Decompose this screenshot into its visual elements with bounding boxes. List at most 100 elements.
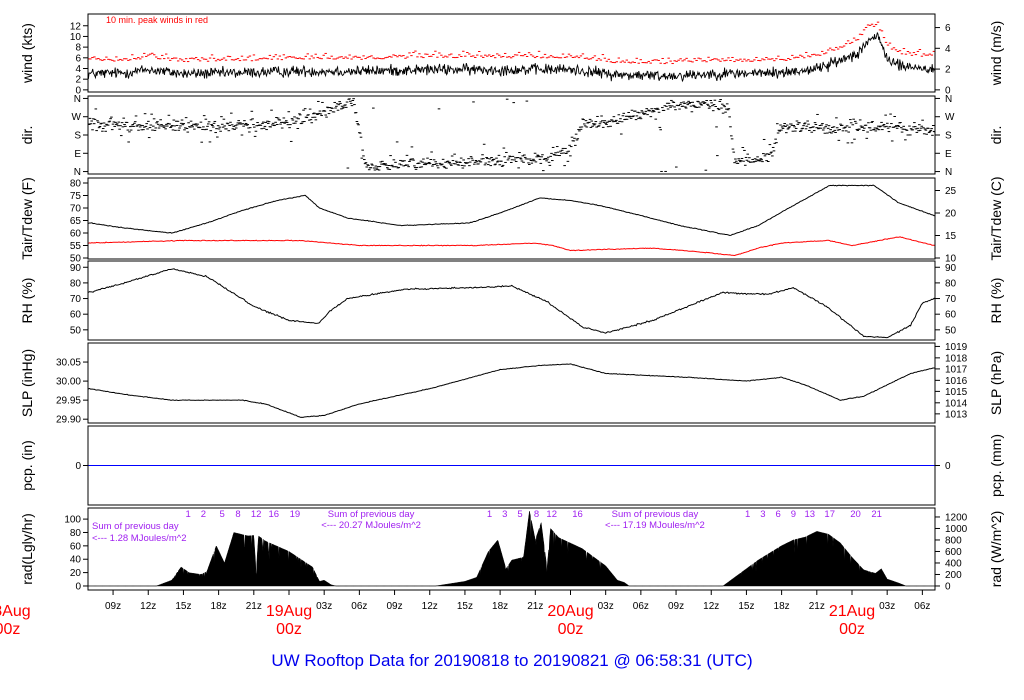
y-tick-label-right: 50 (945, 325, 957, 336)
panel-frame (87, 13, 936, 93)
panel-frame (87, 177, 936, 260)
y-tick-label-right: N (945, 94, 952, 105)
date-label: 20Aug (547, 603, 593, 620)
hour-marker: 16 (572, 509, 583, 520)
hour-marker: 5 (517, 509, 522, 520)
series-group (88, 268, 935, 339)
x-tick-label: 21z (527, 601, 543, 612)
series-group (88, 21, 935, 83)
y-axis-label-right: RH (%) (988, 278, 1004, 324)
panel-slp (83, 342, 940, 424)
x-tick-label: 09z (386, 601, 402, 612)
y-axis-label: RH (%) (19, 278, 35, 324)
hour-marker: 1 (745, 509, 750, 520)
y-tick-label: 55 (70, 241, 82, 252)
y-axis-label: dir. (19, 126, 35, 145)
daily-sum-label: Sum of previous day (612, 509, 699, 520)
panel-temp (83, 177, 940, 260)
y-tick-label-right: 90 (945, 263, 957, 274)
hour-marker: 21 (871, 509, 882, 520)
y-tick-label: W (72, 112, 82, 123)
x-tick-label: 18z (774, 601, 790, 612)
x-tick-label: 03z (598, 601, 614, 612)
y-tick-label: 80 (70, 179, 82, 190)
panel-wind (83, 13, 940, 93)
date-label: 18Aug (0, 603, 31, 620)
y-axis-label-right: dir. (988, 126, 1004, 145)
y-tick-label-right: W (945, 112, 955, 123)
x-tick-label: 18z (492, 601, 508, 612)
chart-title: UW Rooftop Data for 20190818 to 20190821… (271, 651, 752, 670)
y-tick-label-right: N (945, 167, 952, 178)
x-tick-label: 18z (211, 601, 227, 612)
hour-marker: 3 (760, 509, 765, 520)
y-tick-label-right: 400 (945, 558, 962, 569)
y-tick-label-right: 6 (945, 23, 951, 34)
panel-frame (87, 260, 936, 341)
hour-marker: 5 (219, 509, 224, 520)
x-tick-label: 15z (738, 601, 754, 612)
x-tick-label: 09z (105, 601, 121, 612)
wind-note: 10 min. peak winds in red (106, 15, 208, 25)
y-tick-label: 8 (75, 43, 81, 54)
x-tick-label: 12z (422, 601, 438, 612)
y-tick-label-right: 200 (945, 570, 962, 581)
date-time-label: 00z (0, 621, 20, 638)
daily-sum-label: Sum of previous day (92, 521, 179, 532)
hour-marker: 12 (251, 509, 262, 520)
date-label: 19Aug (266, 603, 312, 620)
date-time-label: 00z (839, 621, 865, 638)
y-tick-label: S (74, 131, 81, 142)
date-time-label: 00z (276, 621, 302, 638)
y-tick-label-right: S (945, 131, 952, 142)
x-tick-label: 21z (246, 601, 262, 612)
date-label: 21Aug (829, 603, 875, 620)
y-tick-label: 6 (75, 53, 81, 64)
y-tick-label-right: 1000 (945, 524, 968, 535)
y-tick-label-right: 25 (945, 186, 957, 197)
x-tick-label: 15z (175, 601, 191, 612)
y-tick-label: 70 (70, 204, 82, 215)
panel-frame (87, 507, 936, 591)
x-tick-label: 12z (140, 601, 156, 612)
y-tick-label-right: 1018 (945, 353, 968, 364)
hour-marker: 6 (775, 509, 780, 520)
hour-marker: 1 (487, 509, 492, 520)
daily-sum-label: Sum of previous day (328, 509, 415, 520)
series-rh (88, 268, 935, 339)
y-tick-label-right: 0 (945, 581, 951, 592)
hour-marker: 16 (268, 509, 279, 520)
x-tick-label: 06z (633, 601, 649, 612)
series-group (88, 363, 935, 418)
y-axis-label-right: pcp. (mm) (988, 434, 1004, 497)
y-tick-label-right: 80 (945, 278, 957, 289)
y-axis-label-right: rad (W/m^2) (988, 511, 1004, 588)
y-tick-label-right: 800 (945, 535, 962, 546)
y-tick-label: 90 (70, 263, 82, 274)
x-tick-label: 06z (351, 601, 367, 612)
y-tick-label-right: 70 (945, 294, 957, 305)
hour-marker: 2 (201, 509, 206, 520)
y-tick-label: 29.90 (56, 415, 81, 426)
y-axis-label: rad(Lgly/hr) (19, 513, 35, 585)
hour-marker: 9 (791, 509, 796, 520)
series-group (88, 184, 935, 257)
y-tick-label: 40 (70, 555, 82, 566)
hour-marker: 19 (290, 509, 301, 520)
y-tick-label: 80 (70, 528, 82, 539)
y-tick-label-right: 4 (945, 44, 951, 55)
y-tick-label: N (74, 94, 81, 105)
daily-sum-value: <--- 20.27 MJoules/m^2 (321, 520, 421, 531)
y-tick-label-right: 20 (945, 209, 957, 220)
y-tick-label: N (74, 167, 81, 178)
hour-marker: 1 (185, 509, 190, 520)
y-tick-label: 0 (75, 581, 81, 592)
panel-pcp (83, 425, 940, 506)
y-tick-label: 29.95 (56, 396, 81, 407)
y-axis-label: wind (kts) (19, 23, 35, 84)
y-tick-label-right: 1017 (945, 364, 968, 375)
y-tick-label: 10 (70, 32, 82, 43)
hour-marker: 3 (502, 509, 507, 520)
y-tick-label: 12 (70, 21, 82, 32)
